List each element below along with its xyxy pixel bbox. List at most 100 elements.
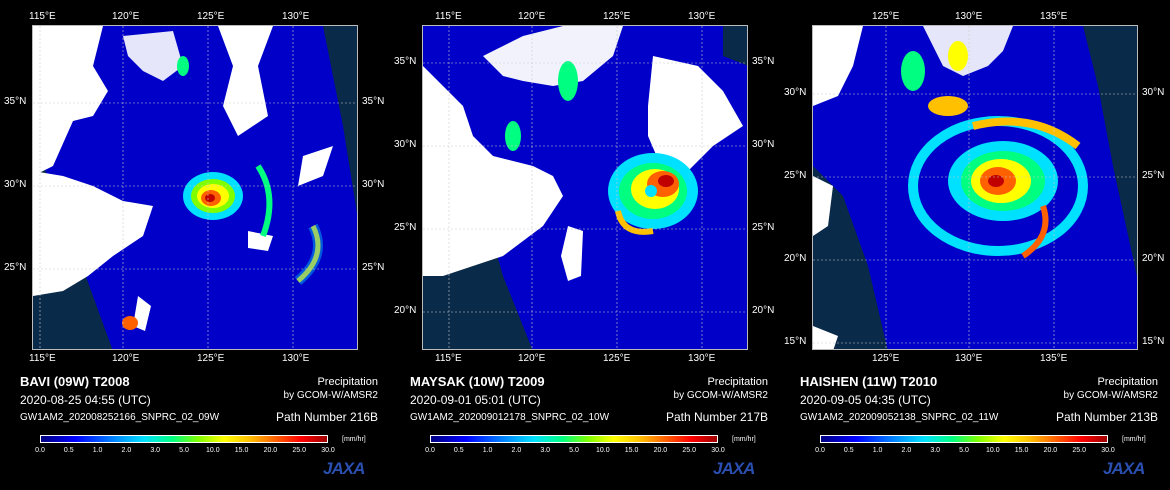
- colorbar-tick: 1.0: [872, 447, 883, 454]
- colorbar-tick: 20.0: [1043, 447, 1058, 454]
- colorbar-unit: [mm/hr]: [342, 436, 366, 443]
- precipitation-map: [32, 25, 358, 350]
- right-tick: 15°N: [1142, 336, 1165, 347]
- jaxa-logo: JAXA: [713, 459, 755, 478]
- bottom-tick: 130°E: [688, 353, 716, 364]
- top-tick: 115°E: [29, 11, 56, 22]
- colorbar-tick: 30.0: [321, 447, 335, 454]
- colorbar-tick: 10.0: [595, 447, 610, 454]
- top-tick: 135°E: [1040, 11, 1068, 22]
- top-tick: 130°E: [955, 11, 983, 22]
- colorbar-tick: 5.0: [179, 447, 189, 454]
- colorbar-tick: 15.0: [1014, 447, 1029, 454]
- colorbar-tick: 3.0: [150, 447, 161, 454]
- colorbar-tick: 2.0: [511, 447, 522, 454]
- storm-title: HAISHEN (11W) T2010: [800, 374, 938, 389]
- right-tick: 20°N: [1142, 253, 1165, 264]
- observation-datetime: 2020-08-25 04:55 (UTC): [20, 393, 151, 407]
- top-tick: 130°E: [688, 11, 716, 22]
- colorbar-tick: 25.0: [1072, 447, 1086, 454]
- colorbar: [820, 435, 1108, 443]
- right-tick: 30°N: [1142, 87, 1165, 98]
- colorbar-tick: 0.0: [35, 447, 45, 454]
- top-tick: 125°E: [872, 11, 900, 22]
- bottom-tick: 115°E: [435, 353, 462, 364]
- top-tick: 130°E: [282, 11, 310, 22]
- storm-title: BAVI (09W) T2008: [20, 374, 130, 389]
- product-label: Precipitation: [707, 376, 768, 388]
- bottom-tick: 130°E: [282, 353, 310, 364]
- left-tick: 30°N: [784, 87, 807, 98]
- right-tick: 35°N: [362, 96, 385, 107]
- left-tick: 30°N: [4, 179, 27, 190]
- colorbar-tick: 20.0: [653, 447, 668, 454]
- granule-id: GW1AM2_202008252166_SNPRC_02_09W: [20, 412, 220, 423]
- product-label: Precipitation: [317, 376, 378, 388]
- colorbar-tick: 3.0: [930, 447, 941, 454]
- top-tick: 125°E: [197, 11, 225, 22]
- right-tick: 35°N: [752, 56, 775, 67]
- colorbar-tick: 0.5: [843, 447, 854, 454]
- precipitation-map: [812, 25, 1138, 350]
- left-tick: 20°N: [784, 253, 807, 264]
- bottom-tick: 130°E: [955, 353, 983, 364]
- right-tick: 30°N: [362, 179, 385, 190]
- bottom-tick: 120°E: [112, 353, 140, 364]
- granule-id: GW1AM2_202009052138_SNPRC_02_11W: [800, 412, 999, 423]
- path-number: Path Number 217B: [665, 410, 768, 424]
- granule-id: GW1AM2_202009012178_SNPRC_02_10W: [410, 412, 610, 423]
- colorbar: [430, 435, 718, 443]
- bottom-tick: 135°E: [1040, 353, 1068, 364]
- jaxa-logo: JAXA: [1103, 459, 1145, 478]
- precipitation-map: [422, 25, 748, 350]
- panel-bavi: 115°E 120°E 125°E 130°E 115°E 120°E 125°…: [0, 0, 390, 490]
- left-tick: 25°N: [784, 170, 807, 181]
- colorbar-tick: 25.0: [682, 447, 696, 454]
- jaxa-logo: JAXA: [323, 459, 365, 478]
- top-tick: 120°E: [518, 11, 546, 22]
- sensor-label: by GCOM-W/AMSR2: [283, 390, 378, 401]
- colorbar-tick: 1.0: [482, 447, 493, 454]
- colorbar-unit: [mm/hr]: [1122, 436, 1146, 443]
- observation-datetime: 2020-09-05 04:35 (UTC): [800, 393, 931, 407]
- bottom-tick: 125°E: [872, 353, 900, 364]
- sensor-label: by GCOM-W/AMSR2: [1063, 390, 1158, 401]
- colorbar-tick: 20.0: [263, 447, 278, 454]
- colorbar-tick: 2.0: [121, 447, 132, 454]
- right-tick: 25°N: [752, 222, 775, 233]
- panel-haishen: 125°E 130°E 135°E 125°E 130°E 135°E 30°N…: [780, 0, 1170, 490]
- colorbar-tick: 0.5: [453, 447, 464, 454]
- left-tick: 25°N: [4, 262, 27, 273]
- colorbar-tick: 30.0: [1101, 447, 1115, 454]
- left-tick: 25°N: [394, 222, 417, 233]
- colorbar-tick: 10.0: [985, 447, 1000, 454]
- colorbar-tick: 5.0: [569, 447, 579, 454]
- colorbar-tick: 1.0: [92, 447, 103, 454]
- colorbar-tick: 0.0: [815, 447, 825, 454]
- colorbar-tick: 2.0: [901, 447, 912, 454]
- colorbar-tick: 25.0: [292, 447, 306, 454]
- left-tick: 30°N: [394, 139, 417, 150]
- bottom-tick: 115°E: [29, 353, 56, 364]
- path-number: Path Number 213B: [1055, 410, 1158, 424]
- colorbar-tick: 10.0: [205, 447, 220, 454]
- colorbar-unit: [mm/hr]: [732, 436, 756, 443]
- left-tick: 35°N: [394, 56, 417, 67]
- top-tick: 115°E: [435, 11, 462, 22]
- left-tick: 20°N: [394, 305, 417, 316]
- sensor-label: by GCOM-W/AMSR2: [673, 390, 768, 401]
- colorbar-tick: 15.0: [234, 447, 249, 454]
- observation-datetime: 2020-09-01 05:01 (UTC): [410, 393, 541, 407]
- bottom-tick: 120°E: [518, 353, 546, 364]
- colorbar: [40, 435, 328, 443]
- colorbar-tick: 0.5: [63, 447, 74, 454]
- colorbar-tick: 5.0: [959, 447, 969, 454]
- bottom-tick: 125°E: [197, 353, 225, 364]
- product-label: Precipitation: [1097, 376, 1158, 388]
- right-tick: 20°N: [752, 305, 775, 316]
- top-tick: 125°E: [603, 11, 631, 22]
- colorbar-tick: 15.0: [624, 447, 639, 454]
- right-tick: 25°N: [1142, 170, 1165, 181]
- panel-maysak: 115°E 120°E 125°E 130°E 115°E 120°E 125°…: [390, 0, 780, 490]
- right-tick: 30°N: [752, 139, 775, 150]
